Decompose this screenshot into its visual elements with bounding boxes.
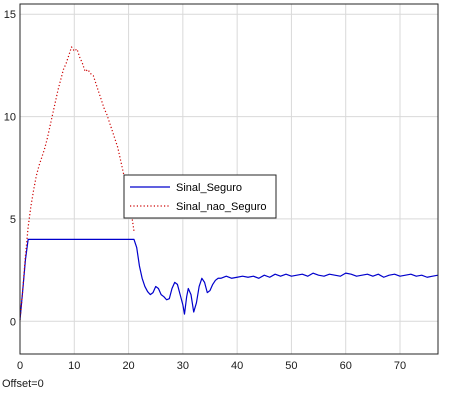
tick-labels: 0 10 20 30 40 50 60 70 0 5 10 15 [4,9,406,372]
x-tick-label-6: 60 [340,360,352,372]
y-tick-label-3: 15 [4,9,16,21]
legend: Sinal_Seguro Sinal_nao_Seguro [123,174,277,219]
legend-label-sinal-seguro: Sinal_Seguro [176,182,242,194]
y-tick-label-0: 0 [10,316,16,328]
legend-box [123,174,277,219]
offset-label: Offset=0 [2,378,44,390]
x-tick-label-2: 20 [122,360,134,372]
x-tick-label-5: 50 [285,360,297,372]
x-tick-label-4: 40 [231,360,243,372]
y-tick-label-2: 10 [4,112,16,124]
x-tick-label-0: 0 [17,360,23,372]
y-tick-label-1: 5 [10,214,16,226]
plot-frame [19,3,439,355]
x-tick-label-3: 30 [177,360,189,372]
x-tick-label-7: 70 [394,360,406,372]
series-layer [19,46,439,321]
legend-label-sinal-nao-seguro: Sinal_nao_Seguro [176,201,267,213]
x-tick-label-1: 10 [68,360,80,372]
series-line-sinal-seguro [19,238,439,321]
